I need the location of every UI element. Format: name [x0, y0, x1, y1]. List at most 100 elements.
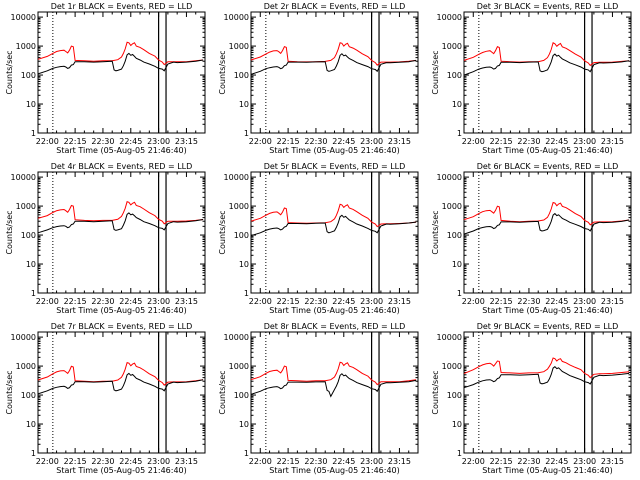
x-tick-label: 23:15 — [388, 457, 411, 466]
x-axis-label: Start Time (05-Aug-05 21:46:40) — [56, 306, 187, 315]
x-tick-label: 23:15 — [175, 297, 198, 306]
x-tick-label: 22:15 — [277, 297, 300, 306]
panel-title: Det 6r BLACK = Events, RED = LLD — [477, 162, 619, 171]
panel-3: Det 3r BLACK = Events, RED = LLD 1 10 100 10… — [431, 2, 632, 155]
y-axis-label: Counts/sec — [431, 370, 440, 414]
y-tick-label: 1000 — [16, 202, 36, 211]
events-series-line — [463, 212, 630, 235]
x-tick-label: 22:15 — [490, 457, 513, 466]
x-tick-label: 22:15 — [64, 137, 87, 146]
y-tick-label: 10000 — [11, 173, 36, 182]
x-tick-label: 22:30 — [304, 297, 327, 306]
y-axis-label: Counts/sec — [218, 210, 227, 254]
x-tick-label: 22:00 — [462, 137, 485, 146]
lld-series-line — [463, 42, 630, 67]
x-axis-label: Start Time (05-Aug-05 21:46:40) — [269, 466, 400, 475]
y-tick-label: 100 — [21, 391, 36, 400]
y-tick-label: 1 — [244, 289, 249, 298]
panel-title: Det 3r BLACK = Events, RED = LLD — [477, 2, 619, 11]
y-tick-label: 1000 — [442, 42, 462, 51]
panel-2: Det 2r BLACK = Events, RED = LLD 1 10 100 10… — [218, 2, 419, 155]
x-tick-label: 23:00 — [573, 297, 596, 306]
x-tick-label: 22:30 — [304, 457, 327, 466]
y-tick-label: 1 — [31, 449, 36, 458]
x-tick-label: 22:45 — [332, 457, 355, 466]
y-tick-label: 100 — [447, 391, 462, 400]
panel-title: Det 5r BLACK = Events, RED = LLD — [264, 162, 406, 171]
x-tick-label: 23:00 — [360, 297, 383, 306]
x-tick-label: 22:00 — [249, 297, 272, 306]
events-series-line — [250, 53, 417, 75]
y-tick-label: 10 — [452, 420, 462, 429]
y-tick-label: 10 — [452, 260, 462, 269]
y-tick-label: 1 — [457, 449, 462, 458]
y-tick-label: 1000 — [229, 202, 249, 211]
lld-series-line — [250, 361, 417, 386]
y-tick-label: 1 — [457, 129, 462, 138]
y-axis-label: Counts/sec — [5, 370, 14, 414]
y-axis-label: Counts/sec — [431, 50, 440, 94]
x-tick-label: 22:00 — [462, 457, 485, 466]
y-tick-label: 1000 — [16, 362, 36, 371]
x-tick-label: 23:15 — [175, 137, 198, 146]
events-series-line — [37, 52, 204, 75]
y-tick-label: 100 — [21, 231, 36, 240]
x-tick-label: 22:30 — [304, 137, 327, 146]
y-tick-label: 10 — [26, 100, 36, 109]
x-tick-label: 23:15 — [601, 457, 624, 466]
x-tick-label: 22:45 — [545, 297, 568, 306]
y-tick-label: 1 — [457, 289, 462, 298]
panel-7: Det 7r BLACK = Events, RED = LLD 1 10 100 10… — [5, 322, 206, 475]
y-tick-label: 10 — [26, 420, 36, 429]
panel-1: Det 1r BLACK = Events, RED = LLD 1 10 100 10… — [5, 2, 206, 155]
y-tick-label: 10 — [452, 100, 462, 109]
panel-6: Det 6r BLACK = Events, RED = LLD 1 10 100 10… — [431, 162, 632, 315]
y-tick-label: 10000 — [224, 13, 249, 22]
x-tick-label: 22:15 — [64, 297, 87, 306]
events-series-line — [463, 53, 630, 76]
x-tick-label: 23:15 — [388, 297, 411, 306]
x-tick-label: 22:45 — [119, 297, 142, 306]
x-tick-label: 22:30 — [91, 137, 114, 146]
events-series-line — [37, 212, 204, 234]
y-tick-label: 1 — [244, 449, 249, 458]
lld-series-line — [250, 42, 417, 66]
y-tick-label: 100 — [234, 391, 249, 400]
x-tick-label: 23:00 — [147, 457, 170, 466]
x-axis-label: Start Time (05-Aug-05 21:46:40) — [56, 466, 187, 475]
y-axis-label: Counts/sec — [431, 210, 440, 254]
lld-series-line — [37, 201, 204, 225]
lld-series-line — [463, 201, 630, 226]
y-tick-label: 1000 — [229, 42, 249, 51]
x-tick-label: 22:00 — [249, 457, 272, 466]
events-series-line — [250, 373, 417, 398]
y-axis-label: Counts/sec — [218, 50, 227, 94]
y-tick-label: 100 — [234, 231, 249, 240]
y-axis-label: Counts/sec — [5, 210, 14, 254]
x-tick-label: 22:30 — [517, 137, 540, 146]
y-tick-label: 100 — [21, 71, 36, 80]
panel-title: Det 1r BLACK = Events, RED = LLD — [51, 2, 193, 11]
lld-series-line — [37, 41, 204, 66]
y-tick-label: 10000 — [11, 333, 36, 342]
x-tick-label: 23:00 — [360, 457, 383, 466]
panel-5: Det 5r BLACK = Events, RED = LLD 1 10 100 10… — [218, 162, 419, 315]
y-tick-label: 100 — [447, 231, 462, 240]
x-tick-label: 22:15 — [277, 137, 300, 146]
x-tick-label: 22:00 — [36, 457, 59, 466]
y-tick-label: 10 — [239, 100, 249, 109]
x-tick-label: 22:30 — [517, 457, 540, 466]
x-tick-label: 23:00 — [147, 137, 170, 146]
x-tick-label: 22:30 — [91, 297, 114, 306]
events-series-line — [250, 214, 417, 237]
x-tick-label: 23:00 — [147, 297, 170, 306]
y-tick-label: 10000 — [437, 173, 462, 182]
x-tick-label: 22:15 — [277, 457, 300, 466]
y-tick-label: 10000 — [437, 333, 462, 342]
x-axis-label: Start Time (05-Aug-05 21:46:40) — [56, 146, 187, 155]
panel-title: Det 7r BLACK = Events, RED = LLD — [51, 322, 193, 331]
x-axis-label: Start Time (05-Aug-05 21:46:40) — [269, 306, 400, 315]
y-axis-label: Counts/sec — [5, 50, 14, 94]
